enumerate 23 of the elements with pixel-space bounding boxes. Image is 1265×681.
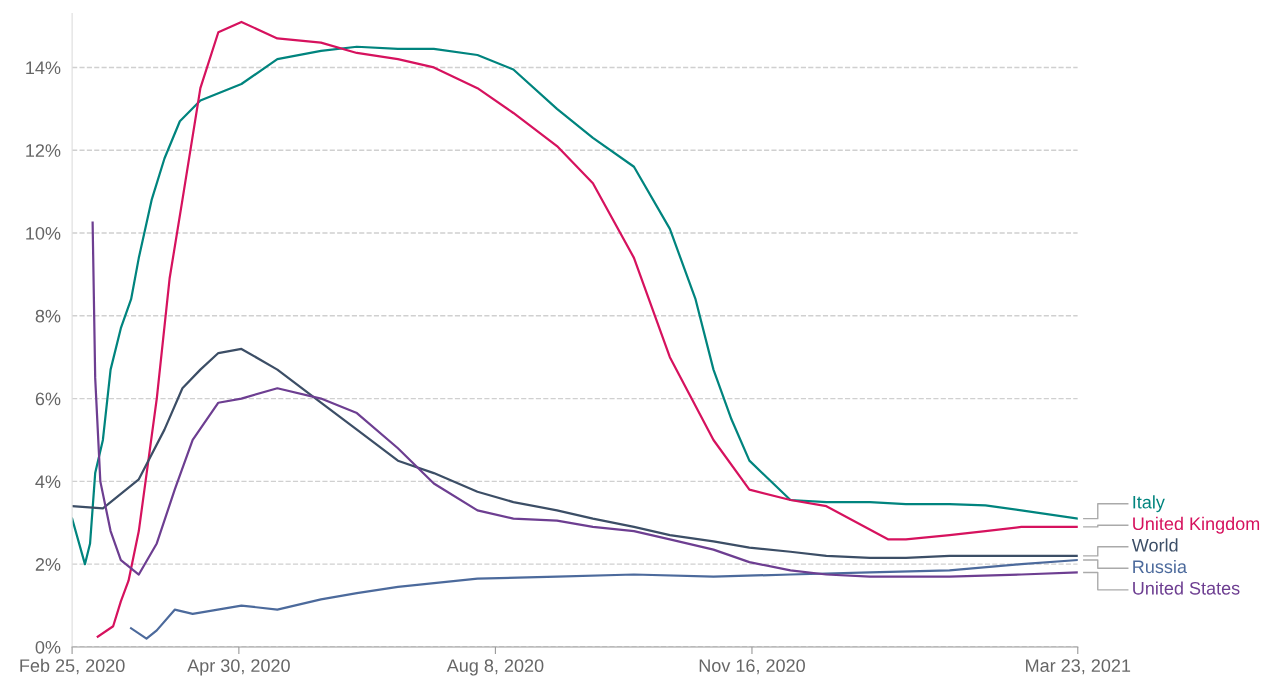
x-tick-label: Aug 8, 2020 <box>446 659 544 676</box>
y-tick-label: 6% <box>35 392 61 406</box>
text: Russia <box>1133 559 1187 574</box>
x-tick-label: Apr 30, 2020 <box>187 659 290 676</box>
y-tick-label: 8% <box>35 309 61 323</box>
y-tick-label: 14% <box>26 61 61 75</box>
text: United Kingdom <box>1133 516 1260 534</box>
x-tick-label: Mar 23, 2021 <box>1026 659 1131 675</box>
text: World <box>1131 538 1178 552</box>
y-tick-label: 0% <box>35 640 61 654</box>
y-tick-label: 12% <box>26 144 61 157</box>
line-series <box>72 347 1078 560</box>
text: United States <box>1133 581 1240 595</box>
line-series <box>72 45 1078 566</box>
line-series <box>96 20 1078 638</box>
y-tick-label: 4% <box>35 475 61 489</box>
y-tick-label: 2% <box>35 558 61 571</box>
x-tick-label: Nov 16, 2020 <box>699 659 805 675</box>
line-series <box>130 558 1078 640</box>
x-tick-label: Feb 25, 2020 <box>20 658 125 675</box>
text: Italy <box>1133 495 1165 513</box>
line-series <box>91 221 1078 578</box>
y-tick-label: 10% <box>26 226 61 240</box>
